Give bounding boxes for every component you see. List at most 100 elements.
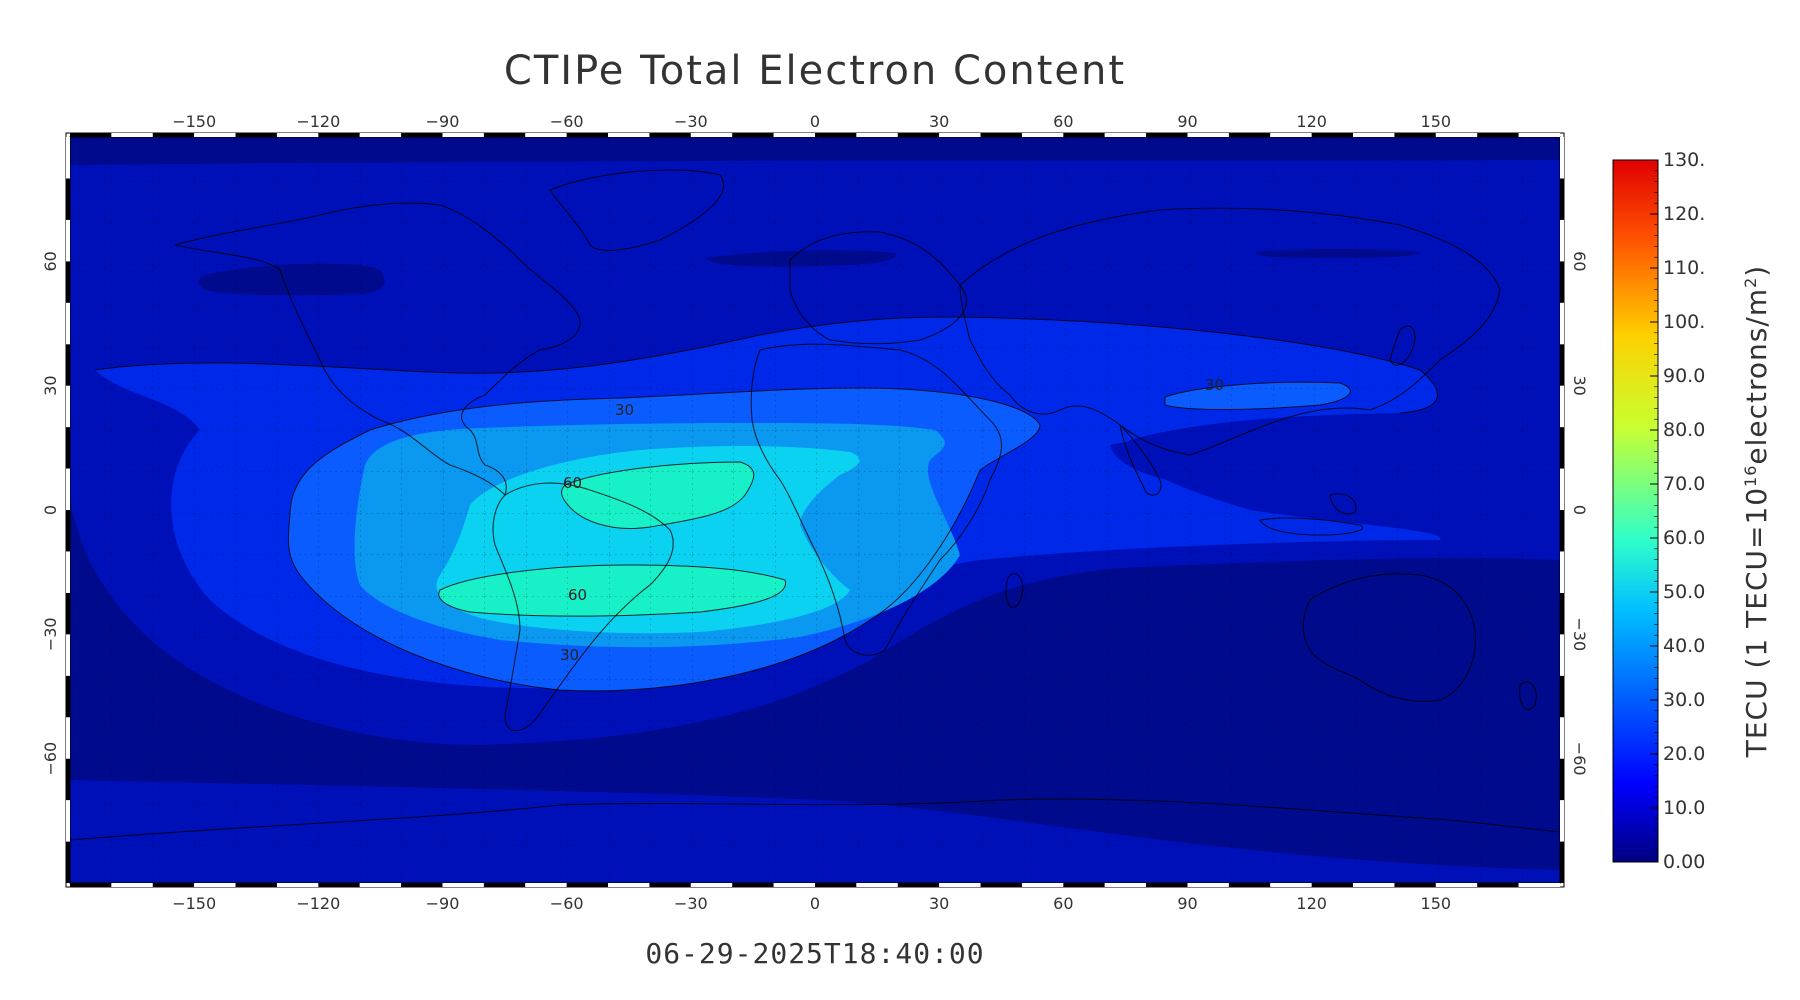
map-frame	[65, 132, 1565, 888]
lon-tick-label: 30	[929, 894, 949, 913]
frame-segment	[66, 551, 70, 593]
lat-ticks-right: 60 30 0 −30 −60	[1570, 251, 1589, 775]
frame-segment	[318, 883, 360, 887]
frame-segment	[1311, 883, 1354, 887]
colorbar-tick-label: 40.0	[1663, 635, 1705, 657]
frame-segment	[66, 137, 70, 179]
lon-tick-label: 0	[810, 894, 820, 913]
frame-segment	[980, 883, 1022, 887]
frame-segment	[1394, 133, 1436, 137]
frame-segment	[815, 133, 857, 137]
frame-segment	[1021, 883, 1064, 887]
frame-segment	[608, 133, 650, 137]
frame-segment	[732, 133, 774, 137]
lat-tick-label: −30	[41, 617, 60, 651]
lon-tick-label: 60	[1053, 112, 1073, 131]
lon-tick-label: −60	[550, 894, 584, 913]
frame-segment	[66, 592, 70, 635]
timestamp: 06-29-2025T18:40:00	[645, 937, 984, 970]
frame-segment	[1021, 133, 1064, 137]
frame-segment	[1228, 133, 1271, 137]
frame-segment	[1560, 427, 1564, 469]
frame-segment	[66, 178, 70, 220]
map-panel: 60 60 30 30 30	[70, 137, 1560, 883]
frame-segment	[1187, 883, 1229, 887]
frame-segment	[235, 883, 277, 887]
frame-segment	[1560, 675, 1564, 718]
frame-segment	[401, 133, 443, 137]
frame-segment	[66, 758, 70, 801]
frame-segment	[1560, 717, 1564, 759]
colorbar-tick-label: 30.0	[1663, 689, 1705, 711]
lon-tick-label: −150	[172, 894, 216, 913]
frame-segment	[194, 133, 236, 137]
chart-title: CTIPe Total Electron Content	[504, 48, 1126, 94]
frame-segment	[1560, 261, 1564, 303]
contour-label-group: 60 60 30 30 30	[560, 376, 1224, 664]
lon-ticks-top: −150 −120 −90 −60 −30 0 30 60 90 120 150	[172, 112, 1451, 131]
lon-tick-label: 90	[1177, 894, 1197, 913]
frame-segment	[1560, 178, 1564, 220]
frame-segment	[1560, 758, 1564, 801]
frame-segment	[856, 883, 898, 887]
lat-tick-label: 30	[41, 375, 60, 395]
frame-segment	[690, 133, 733, 137]
frame-segment	[1560, 634, 1564, 676]
frame-segment	[1104, 133, 1147, 137]
frame-segment	[815, 883, 857, 887]
lon-tick-label: −120	[296, 894, 340, 913]
lat-tick-label: −60	[1570, 742, 1589, 776]
lon-tick-label: 60	[1053, 894, 1073, 913]
frame-segment	[1560, 510, 1564, 552]
frame-segment	[111, 883, 153, 887]
frame-segment	[70, 883, 112, 887]
frame-segment	[1311, 133, 1354, 137]
frame-segment	[566, 883, 609, 887]
lon-tick-label: 120	[1296, 112, 1327, 131]
frame-segment	[897, 883, 940, 887]
lon-tick-label: 90	[1177, 112, 1197, 131]
frame-segment	[1560, 468, 1564, 510]
lon-ticks-bottom: −150 −120 −90 −60 −30 0 30 60 90 120 150	[172, 894, 1451, 913]
frame-segment	[66, 468, 70, 510]
frame-segment	[1104, 883, 1147, 887]
lon-tick-label: 120	[1296, 894, 1327, 913]
frame-segment	[732, 883, 774, 887]
lat-ticks-left: 60 30 0 −30 −60	[41, 251, 60, 775]
frame-segment	[66, 261, 70, 303]
lon-tick-label: 30	[929, 112, 949, 131]
lon-tick-label: −90	[426, 112, 460, 131]
frame-segment	[1435, 883, 1478, 887]
frame-segment	[442, 133, 484, 137]
colorbar-tick-label: 70.0	[1663, 473, 1705, 495]
contour-label: 30	[1205, 376, 1224, 394]
lon-tick-label: 150	[1421, 112, 1452, 131]
frame-segment	[649, 883, 691, 887]
contour-label: 60	[568, 586, 587, 604]
lat-tick-label: 0	[1570, 505, 1589, 515]
frame-segment	[1560, 137, 1564, 179]
frame-segment	[1518, 133, 1560, 137]
frame-segment	[1560, 344, 1564, 386]
frame-segment	[66, 510, 70, 552]
frame-segment	[276, 883, 319, 887]
frame-segment	[483, 133, 526, 137]
frame-segment	[690, 883, 733, 887]
frame-segment	[1270, 133, 1312, 137]
frame-segment	[1477, 133, 1519, 137]
lat-tick-label: −30	[1570, 617, 1589, 651]
contour-label: 30	[560, 646, 579, 664]
frame-segment	[152, 133, 195, 137]
frame-segment	[1477, 883, 1519, 887]
frame-segment	[66, 385, 70, 428]
frame-segment	[66, 675, 70, 718]
frame-segment	[773, 883, 815, 887]
frame-segment	[66, 302, 70, 345]
frame-segment	[939, 883, 981, 887]
frame-segment	[773, 133, 815, 137]
colorbar-tick-label: 0.00	[1663, 851, 1705, 873]
frame-segment	[1394, 883, 1436, 887]
frame-segment	[66, 344, 70, 386]
frame-segment	[359, 883, 402, 887]
frame-segment	[897, 133, 940, 137]
